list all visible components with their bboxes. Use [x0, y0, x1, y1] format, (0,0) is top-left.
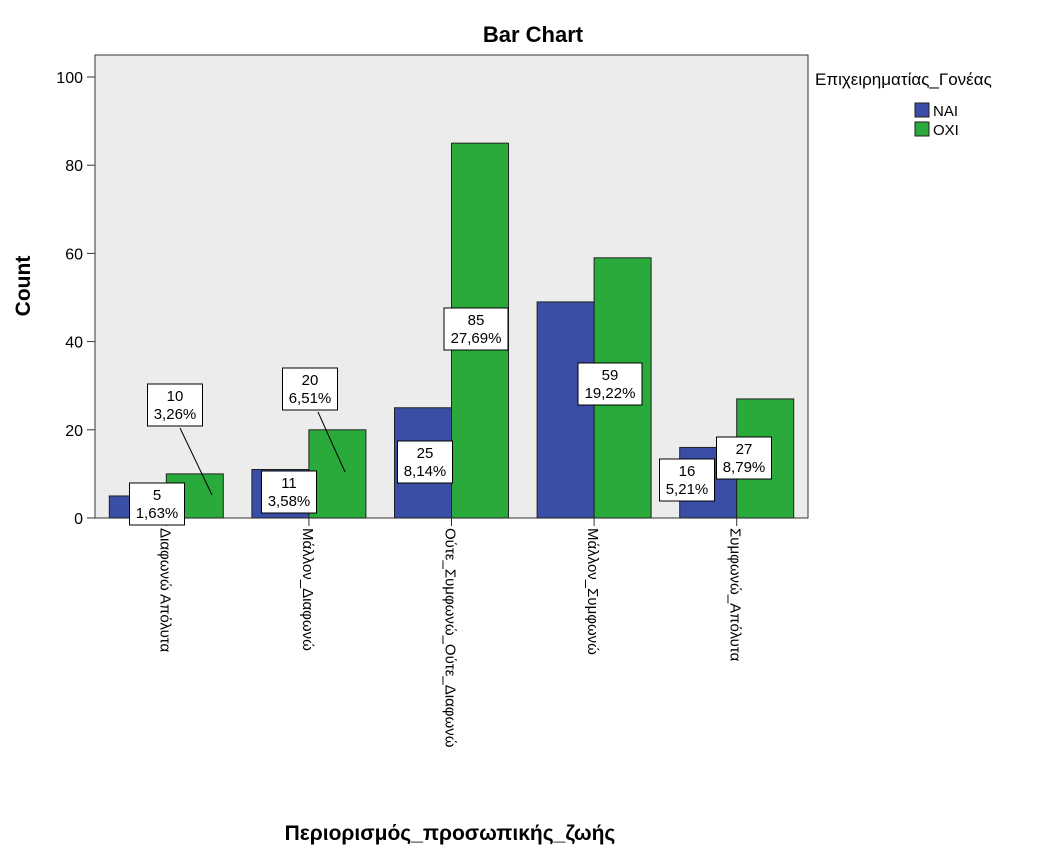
data-label-box	[261, 470, 317, 514]
data-label-count: 25	[417, 445, 434, 462]
data-label-percent: 3,58%	[268, 493, 311, 510]
x-tick-label: Μάλλον_Συμφωνώ	[584, 528, 601, 655]
chart-title: Bar Chart	[483, 22, 584, 47]
data-label-box	[129, 482, 185, 526]
data-label: 51,63%	[129, 482, 185, 526]
x-tick-label: Διαφωνώ Απόλυτα	[156, 528, 173, 652]
legend-swatch	[914, 102, 930, 118]
y-tick-label: 80	[65, 158, 83, 175]
data-label: 206,51%	[282, 367, 338, 411]
x-tick-label: Ούτε_Συμφωνώ_Ούτε_Διαφωνώ	[442, 528, 459, 748]
data-label-percent: 27,69%	[451, 330, 502, 347]
legend-title: Επιχειρηματίας_Γονέας	[815, 70, 992, 89]
y-tick-label: 40	[65, 335, 83, 352]
data-label: 103,26%	[147, 383, 203, 427]
x-tick-label: Συμφωνώ_Απόλυτα	[727, 528, 744, 662]
label-leader-line	[317, 411, 346, 473]
data-label: 258,14%	[397, 440, 453, 484]
data-label-count: 85	[468, 312, 485, 329]
legend-label: ΟΧΙ	[933, 122, 959, 139]
y-axis-title: Count	[12, 256, 35, 317]
y-tick-label: 0	[74, 511, 83, 528]
x-tick-label: Μάλλον_Διαφωνώ	[299, 528, 316, 651]
bar-oxi	[308, 429, 367, 519]
data-label-count: 5	[153, 487, 161, 504]
y-axis: 0 20 40 60 80 100	[56, 55, 96, 528]
data-label-percent: 19,22%	[585, 385, 636, 402]
y-tick-label: 60	[65, 246, 83, 263]
data-label: 165,21%	[659, 458, 715, 502]
data-label-percent: 8,14%	[404, 463, 447, 480]
bar-nai	[536, 301, 595, 519]
data-label-box	[397, 440, 453, 484]
data-label-percent: 1,63%	[136, 505, 179, 522]
data-label-box	[577, 362, 643, 406]
data-label-box	[716, 436, 772, 480]
data-label-percent: 6,51%	[289, 390, 332, 407]
y-tick-label: 20	[65, 423, 83, 440]
x-axis-title: Περιορισμός_προσωπικής_ζωής	[285, 822, 616, 845]
x-axis-categories: Διαφωνώ Απόλυτα Μάλλον_Διαφωνώ Ούτε_Συμφων…	[156, 518, 744, 748]
legend: Επιχειρηματίας_Γονέας ΝΑΙ ΟΧΙ	[815, 70, 992, 139]
label-leader-line	[179, 427, 213, 496]
y-tick-label: 100	[56, 70, 83, 87]
data-label-count: 16	[679, 463, 696, 480]
data-label: 113,58%	[261, 470, 317, 514]
data-label-percent: 5,21%	[666, 481, 709, 498]
data-label-box	[659, 458, 715, 502]
data-label-box	[282, 367, 338, 411]
data-label-count: 10	[167, 388, 184, 405]
data-label-box	[147, 383, 203, 427]
data-label-box	[443, 307, 509, 351]
data-label-count: 11	[281, 475, 297, 492]
data-label: 278,79%	[716, 436, 772, 480]
data-label-count: 59	[602, 367, 619, 384]
legend-label: ΝΑΙ	[933, 103, 958, 120]
legend-swatch	[914, 121, 930, 137]
data-label-percent: 8,79%	[723, 459, 766, 476]
data-label-count: 20	[302, 372, 319, 389]
data-label-count: 27	[736, 441, 753, 458]
data-label-percent: 3,26%	[154, 406, 197, 423]
data-labels: 51,63% 113,58% 258,14% 165,21% 103,26% 206,51…	[129, 307, 772, 526]
